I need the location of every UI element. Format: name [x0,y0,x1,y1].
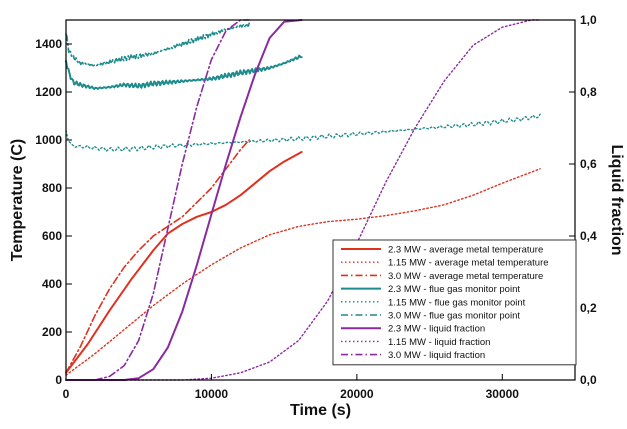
y-tick-label: 1200 [35,85,62,99]
legend-label: 3.0 MW - liquid fraction [388,350,485,361]
legend-label: 2.3 MW - liquid fraction [388,324,485,335]
x-axis-title: Time (s) [290,402,351,419]
legend-label: 2.3 MW - flue gas monitor point [388,284,520,295]
y-tick-label: 800 [42,181,62,195]
y2-tick-label: 0,4 [580,229,597,243]
series-line-3 [65,139,250,374]
y2-tick-label: 0,0 [580,373,597,387]
x-tick-label: 10000 [195,387,229,401]
legend-label: 1.15 MW - average metal temperature [388,258,549,269]
legend-label: 3.0 MW - average metal temperature [388,271,543,282]
series-line-2 [65,168,541,376]
y-tick-label: 1000 [35,133,62,147]
legend-label: 2.3 MW - average metal temperature [388,245,543,256]
series-line-6 [65,22,250,67]
series-line-1 [65,151,303,374]
y-tick-label: 200 [42,325,62,339]
x-tick-label: 0 [63,387,70,401]
x-axis: 0 10000 20000 30000 [63,374,520,401]
x-tick-label: 20000 [340,387,374,401]
y-tick-label: 600 [42,229,62,243]
y-axis-title: Temperature (C) [9,139,26,261]
legend-label: 1.15 MW - liquid fraction [388,337,490,348]
y2-tick-label: 0,8 [580,85,597,99]
series-line-7 [65,19,303,381]
legend-label: 3.0 MW - flue gas monitor point [388,311,520,322]
legend: 2.3 MW - average metal temperature 1.15 M… [332,239,577,366]
y-tick-label: 400 [42,277,62,291]
y2-tick-label: 1,0 [580,13,597,27]
y2-tick-label: 0,2 [580,301,597,315]
series-line-4 [65,54,303,90]
y2-axis-title: Liquid fraction [608,144,625,255]
y-tick-label: 1400 [35,37,62,51]
x-tick-label: 30000 [486,387,520,401]
legend-label: 1.15 MW - flue gas monitor point [388,297,526,308]
plot-frame [65,19,576,381]
right-axis: 0,0 0,2 0,4 0,6 0,8 1,0 [569,13,597,387]
series-line-9 [65,19,250,381]
y2-tick-label: 0,6 [580,157,597,171]
y-tick-label: 0 [55,373,62,387]
left-axis: 0 200 400 600 800 1000 1200 1400 [35,37,72,387]
series-line-5 [65,113,541,152]
